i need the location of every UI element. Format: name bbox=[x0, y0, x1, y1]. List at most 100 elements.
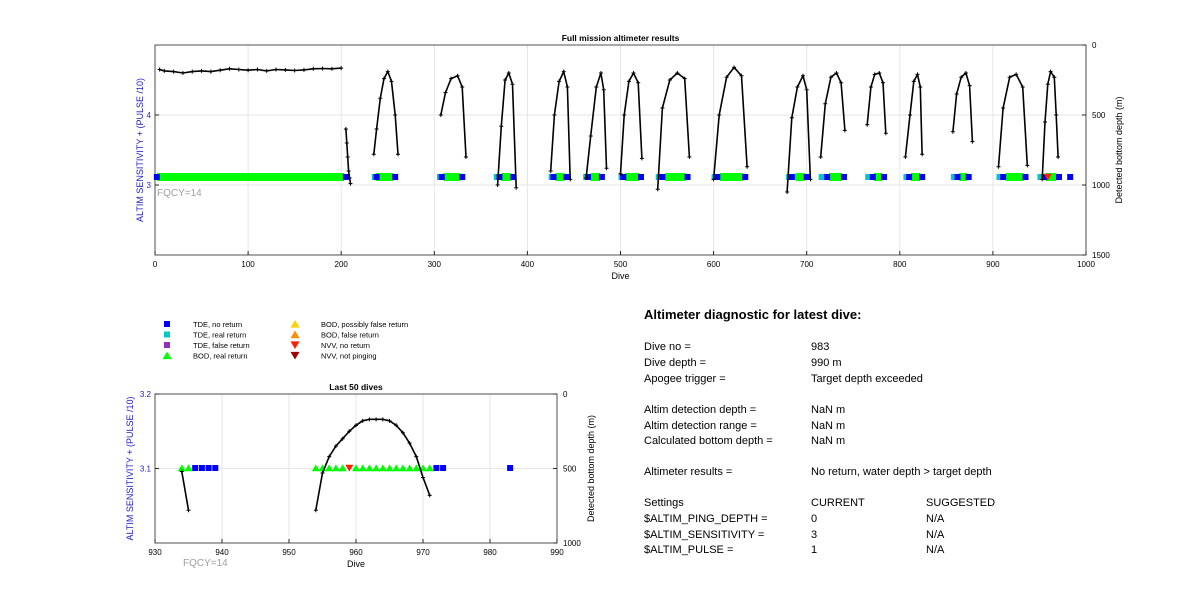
bod-real-return-marker bbox=[325, 464, 334, 472]
bottom-depth-point bbox=[568, 177, 573, 182]
tde-no-return-marker bbox=[373, 174, 380, 180]
bottom-depth-point bbox=[374, 127, 379, 131]
bottom-depth-point bbox=[414, 454, 419, 459]
bottom-depth-line bbox=[786, 73, 812, 193]
bod-real-return-marker bbox=[665, 173, 686, 181]
bottom-depth-point bbox=[320, 66, 325, 71]
tde-real-return-marker bbox=[865, 174, 874, 180]
bottom-depth-point bbox=[687, 155, 692, 159]
bottom-depth-point bbox=[1040, 177, 1045, 182]
bottom-depth-point bbox=[347, 429, 352, 434]
bod-real-return-marker bbox=[555, 173, 565, 181]
legend-marker bbox=[164, 331, 170, 338]
tde-no-return-marker bbox=[1000, 174, 1007, 180]
bottom-depth-line bbox=[866, 72, 887, 134]
bottom-depth-point bbox=[804, 87, 809, 92]
legend-marker bbox=[290, 341, 300, 350]
diag-label: Altim detection depth = bbox=[644, 404, 757, 416]
bod-real-return-marker bbox=[720, 173, 744, 181]
bod-real-return-marker bbox=[443, 173, 461, 181]
diag-value: NaN m bbox=[811, 435, 846, 447]
bottom-depth-point bbox=[639, 156, 644, 161]
x-tick-label: 600 bbox=[707, 260, 721, 269]
bottom-depth-point bbox=[344, 141, 349, 145]
bottom-depth-point bbox=[883, 131, 888, 136]
tde-no-return-marker bbox=[433, 465, 440, 471]
bottom-depth-point bbox=[903, 155, 908, 159]
bottom-depth-point bbox=[329, 66, 334, 71]
x-tick-label: 960 bbox=[349, 548, 363, 557]
diag-value: NaN m bbox=[811, 420, 846, 432]
bottom-depth-point bbox=[950, 129, 955, 134]
bottom-depth-point bbox=[785, 190, 790, 194]
bottom-depth-point bbox=[255, 67, 260, 72]
bottom-depth-line bbox=[315, 418, 431, 511]
x-axis-label: Dive bbox=[611, 271, 629, 281]
bottom-depth-point bbox=[842, 128, 847, 133]
diag-label: Calculated bottom depth = bbox=[644, 435, 773, 447]
tde-no-return-marker bbox=[440, 465, 447, 471]
bottom-depth-point bbox=[739, 73, 744, 78]
bottom-depth-point bbox=[601, 87, 606, 92]
bottom-depth-point bbox=[190, 69, 195, 74]
bottom-depth-line bbox=[656, 71, 691, 190]
bod-real-return-marker bbox=[385, 464, 394, 472]
legend-label: BOD, real return bbox=[193, 352, 248, 361]
y2-tick-label: 500 bbox=[563, 465, 577, 474]
bottom-depth-point bbox=[389, 79, 394, 84]
bottom-depth-point bbox=[180, 71, 185, 75]
bottom-depth-point bbox=[1001, 106, 1006, 110]
bottom-depth-point bbox=[881, 80, 886, 85]
bod-real-return-marker bbox=[365, 464, 374, 472]
bottom-depth-point bbox=[394, 423, 399, 428]
settings-header-suggested: SUGGESTED bbox=[926, 497, 996, 509]
x-tick-label: 700 bbox=[800, 260, 814, 269]
diag-value: Target depth exceeded bbox=[811, 373, 923, 385]
bottom-depth-point bbox=[660, 106, 665, 110]
nvv-no-return-marker bbox=[1043, 173, 1052, 181]
bottom-depth-point bbox=[667, 78, 672, 82]
bottom-depth-point bbox=[327, 454, 332, 459]
bottom-depth-point bbox=[382, 76, 387, 81]
diag-value: 983 bbox=[811, 341, 830, 353]
diag-value: 990 m bbox=[811, 357, 842, 369]
bod-real-return-marker bbox=[392, 464, 401, 472]
tde-no-return-marker bbox=[840, 174, 847, 180]
bottom-depth-point bbox=[292, 68, 297, 73]
bottom-depth-point bbox=[218, 68, 223, 73]
tde-no-return-marker bbox=[714, 174, 721, 180]
bottom-depth-point bbox=[1056, 155, 1061, 159]
bottom-depth-point bbox=[872, 72, 877, 77]
bod-real-return-marker bbox=[412, 464, 421, 472]
y2-tick-label: 1500 bbox=[1092, 251, 1110, 260]
bottom-depth-point bbox=[732, 65, 737, 70]
bottom-depth-point bbox=[865, 122, 870, 127]
bottom-depth-point bbox=[393, 113, 398, 117]
bod-real-return-marker bbox=[156, 173, 344, 181]
y2-tick-label: 500 bbox=[1092, 111, 1106, 120]
tde-no-return-marker bbox=[965, 174, 972, 180]
bottom-depth-point bbox=[208, 69, 213, 74]
x-tick-label: 990 bbox=[550, 548, 564, 557]
diag-label: Dive no = bbox=[644, 341, 691, 353]
bottom-depth-point bbox=[348, 181, 353, 186]
bottom-depth-point bbox=[495, 183, 500, 187]
bottom-depth-point bbox=[333, 444, 338, 449]
bottom-depth-point bbox=[264, 68, 269, 73]
legend-marker bbox=[290, 330, 300, 339]
legend-label: NVV, no return bbox=[321, 341, 370, 350]
bottom-depth-point bbox=[246, 68, 251, 73]
bottom-depth-point bbox=[959, 75, 964, 80]
fqcy-annotation: FQCY=14 bbox=[157, 188, 202, 199]
bottom-depth-point bbox=[789, 115, 794, 120]
bottom-depth-point bbox=[360, 418, 365, 423]
bottom-depth-point bbox=[594, 85, 599, 89]
bottom-depth-point bbox=[1007, 75, 1012, 80]
y-axis-label: ALTIM SENSITIVITY + (PULSE /10) bbox=[135, 78, 145, 222]
setting-suggested: N/A bbox=[926, 529, 945, 541]
bod-real-return-marker bbox=[501, 173, 511, 181]
bottom-depth-point bbox=[274, 67, 279, 72]
setting-label: $ALTIM_PING_DEPTH = bbox=[644, 513, 768, 525]
bottom-depth-point bbox=[443, 90, 448, 95]
tde-no-return-marker bbox=[637, 174, 644, 180]
